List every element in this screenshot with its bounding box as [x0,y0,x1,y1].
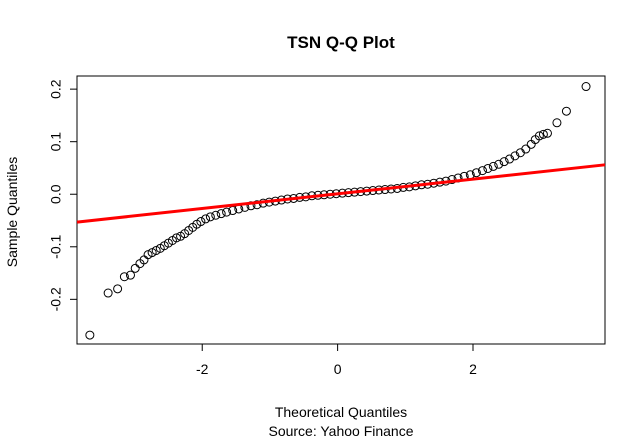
qq-point [488,161,498,171]
reference-line [76,163,606,224]
qq-point [471,168,481,178]
qq-point [499,157,509,167]
chart-title: TSN Q-Q Plot [287,33,395,52]
qq-point [130,263,140,273]
source-caption: Source: Yahoo Finance [268,423,413,439]
qq-point [494,159,504,169]
reference-line-layer [76,163,606,224]
qq-point [561,106,571,116]
x-tick-label: 0 [334,361,342,377]
qq-point [542,128,552,138]
x-axis-label: Theoretical Quantiles [275,404,407,420]
qq-point [205,212,215,222]
y-tick-label: -0.1 [48,235,64,259]
y-axis-label: Sample Quantiles [4,157,20,268]
y-tick-label: 0.0 [48,184,64,204]
qq-point [125,270,135,280]
qq-point [113,284,123,294]
qq-point [510,151,520,161]
qq-point [552,118,562,128]
qq-point [196,217,206,227]
y-tick-label: -0.2 [48,287,64,311]
qq-point [477,166,487,176]
qq-point [216,209,226,219]
points-layer [85,82,591,340]
qq-point [483,163,493,173]
qq-point [252,200,262,210]
qq-point [85,330,95,340]
qq-point [119,272,129,282]
qq-point [521,144,531,154]
x-axis: -2 0 2 [196,344,477,377]
plot-frame [76,75,606,345]
plot-frame-group [76,75,606,345]
qq-point [172,233,182,243]
qq-point [534,131,544,141]
qq-point [505,154,515,164]
qq-point [581,82,591,92]
y-tick-label: 0.2 [48,79,64,99]
qq-point [222,207,232,217]
y-tick-label: 0.1 [48,132,64,152]
x-tick-label: -2 [196,361,209,377]
qq-point [211,210,221,220]
x-tick-label: 2 [469,361,477,377]
qq-point [103,288,113,298]
y-axis: -0.2 -0.1 0.0 0.1 0.2 [48,79,77,311]
qq-point [201,214,211,224]
qq-point [538,129,548,139]
